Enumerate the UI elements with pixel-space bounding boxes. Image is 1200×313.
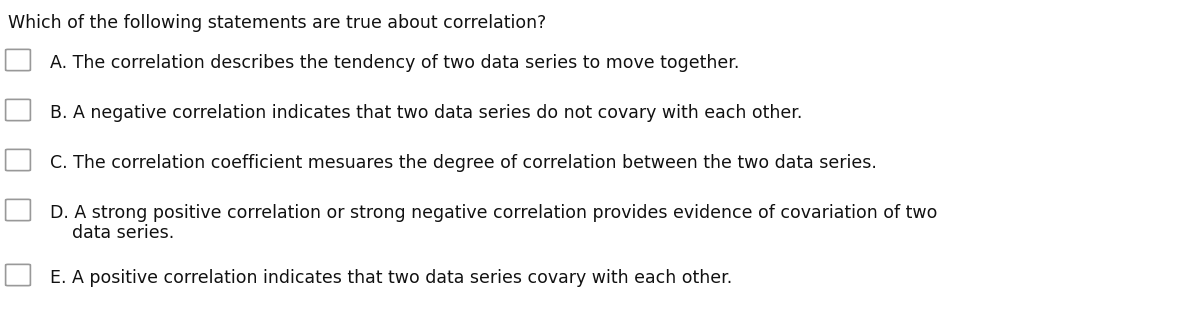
- Text: E. A positive correlation indicates that two data series covary with each other.: E. A positive correlation indicates that…: [50, 269, 732, 287]
- Text: data series.: data series.: [50, 224, 174, 242]
- Text: A. The correlation describes the tendency of two data series to move together.: A. The correlation describes the tendenc…: [50, 54, 739, 72]
- Text: B. A negative correlation indicates that two data series do not covary with each: B. A negative correlation indicates that…: [50, 104, 803, 122]
- Text: D. A strong positive correlation or strong negative correlation provides evidenc: D. A strong positive correlation or stro…: [50, 204, 937, 222]
- Text: Which of the following statements are true about correlation?: Which of the following statements are tr…: [8, 14, 546, 32]
- Text: C. The correlation coefficient mesuares the degree of correlation between the tw: C. The correlation coefficient mesuares …: [50, 154, 877, 172]
